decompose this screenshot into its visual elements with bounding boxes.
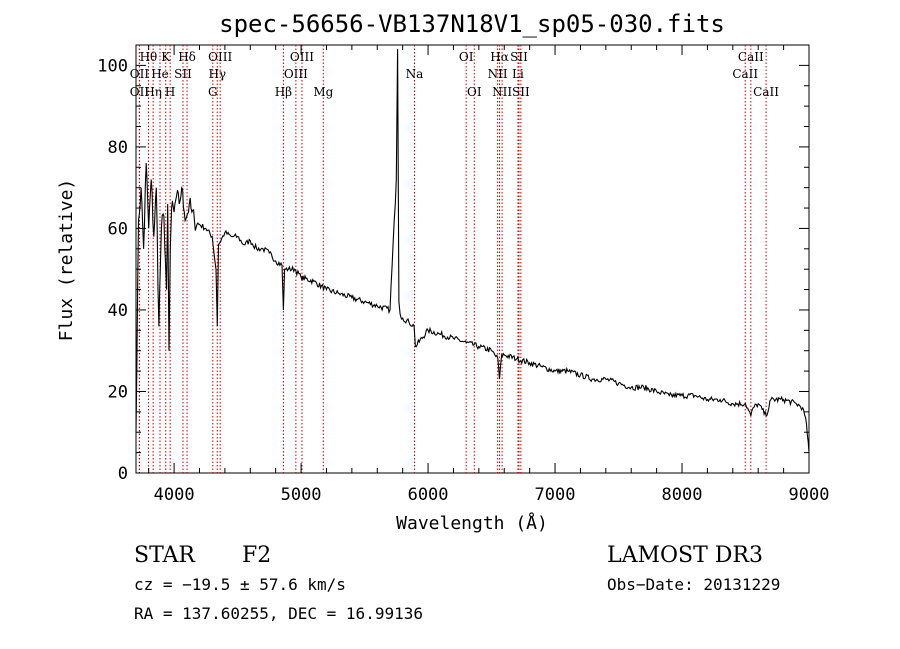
emission-line-label: SII: [174, 67, 192, 81]
x-axis-label: Wavelength (Å): [396, 512, 548, 534]
y-tick-label: 80: [108, 138, 128, 158]
emission-line-label: Li: [512, 67, 524, 81]
emission-line-label: OIII: [208, 50, 232, 64]
x-tick-label: 9000: [789, 485, 830, 505]
emission-line-label: OII: [130, 67, 150, 81]
emission-line-label: SII: [510, 50, 528, 64]
emission-line-label: OI: [467, 85, 482, 99]
emission-line-label: Hη: [144, 85, 162, 99]
redshift-value: cz = −19.5 ± 57.6 km/s: [134, 575, 346, 594]
x-tick-label: 7000: [535, 485, 576, 505]
x-tick-label: 4000: [154, 485, 195, 505]
x-axis: 4000 5000 6000 7000 8000 9000: [148, 45, 830, 505]
emission-line-label: H: [165, 85, 175, 99]
emission-line-markers: [138, 45, 767, 473]
emission-line-label: Hθ: [140, 50, 158, 64]
emission-line-label: OIII: [284, 67, 308, 81]
emission-line-label: OI: [459, 50, 474, 64]
emission-line-label: OII: [130, 85, 150, 99]
chart-title: spec-56656-VB137N18V1_sp05-030.fits: [219, 10, 725, 38]
object-class: STAR: [134, 543, 196, 568]
emission-line-label: CaII: [753, 85, 779, 99]
y-tick-label: 60: [108, 219, 128, 239]
emission-line-label: Hδ: [178, 50, 196, 64]
survey-name: LAMOST DR3: [607, 543, 763, 568]
emission-line-label: K: [161, 50, 171, 64]
y-tick-label: 0: [118, 464, 128, 484]
emission-line-label: Hβ: [275, 85, 292, 99]
emission-line-label: OIII: [290, 50, 314, 64]
emission-line-label: NII: [488, 67, 508, 81]
emission-line-label: Na: [406, 67, 424, 81]
spectrum-line: [135, 49, 810, 453]
x-tick-label: 8000: [662, 485, 703, 505]
x-tick-label: 6000: [408, 485, 449, 505]
y-axis: 0 20 40 60 80 100: [97, 56, 809, 484]
x-tick-label: 5000: [281, 485, 322, 505]
object-subclass: F2: [242, 543, 271, 568]
emission-line-label: Hα: [490, 50, 509, 64]
emission-line-label: Hγ: [208, 67, 226, 81]
y-tick-label: 100: [97, 56, 128, 76]
y-tick-label: 40: [108, 301, 128, 321]
emission-line-label: CaII: [732, 67, 758, 81]
emission-line-label: SII: [512, 85, 530, 99]
emission-line-label: CaII: [738, 50, 764, 64]
coordinates: RA = 137.60255, DEC = 16.99136: [134, 604, 423, 623]
emission-line-label: He: [151, 67, 169, 81]
plot-frame: [135, 44, 810, 474]
obs-date: Obs−Date: 20131229: [607, 575, 780, 594]
emission-line-label: Mg: [313, 85, 333, 99]
y-tick-label: 20: [108, 382, 128, 402]
emission-line-label: NII: [492, 85, 512, 99]
emission-line-label: G: [208, 85, 218, 99]
y-axis-label: Flux (relative): [56, 179, 77, 342]
